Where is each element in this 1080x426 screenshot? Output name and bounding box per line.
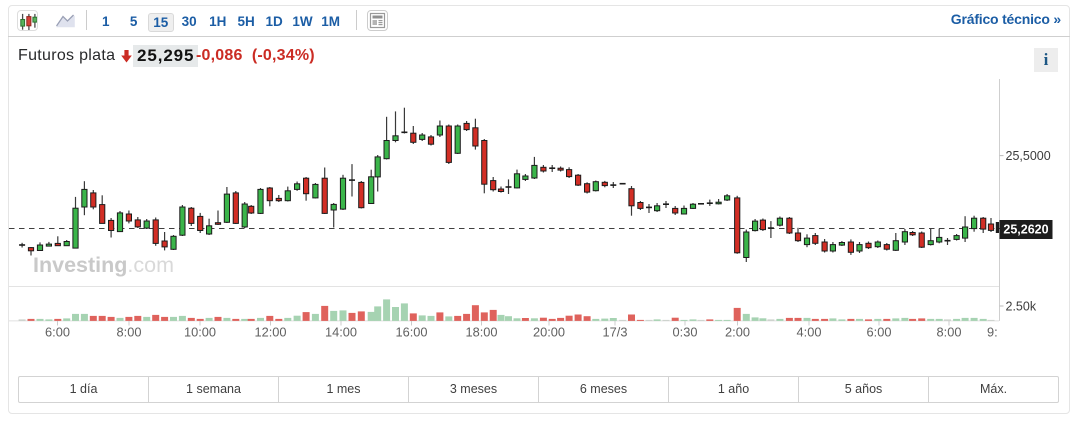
svg-text:20:00: 20:00 [533, 325, 565, 340]
svg-text:2.50k: 2.50k [1006, 300, 1037, 314]
svg-text:0:30: 0:30 [673, 325, 698, 340]
svg-text:8:00: 8:00 [117, 325, 142, 340]
svg-text:25,2620: 25,2620 [1003, 223, 1048, 237]
svg-text:10:00: 10:00 [184, 325, 216, 340]
svg-text:8:00: 8:00 [937, 325, 962, 340]
svg-text:6:00: 6:00 [45, 325, 70, 340]
svg-text:Investing.com: Investing.com [33, 253, 174, 277]
svg-text:4:00: 4:00 [797, 325, 822, 340]
svg-text:16:00: 16:00 [395, 325, 427, 340]
svg-text:18:00: 18:00 [465, 325, 497, 340]
svg-text:9:: 9: [987, 325, 998, 340]
svg-text:25,5000: 25,5000 [1006, 149, 1051, 163]
svg-text:2:00: 2:00 [725, 325, 750, 340]
svg-text:6:00: 6:00 [867, 325, 892, 340]
svg-text:12:00: 12:00 [254, 325, 286, 340]
svg-text:14:00: 14:00 [325, 325, 357, 340]
svg-text:17/3: 17/3 [603, 325, 628, 340]
